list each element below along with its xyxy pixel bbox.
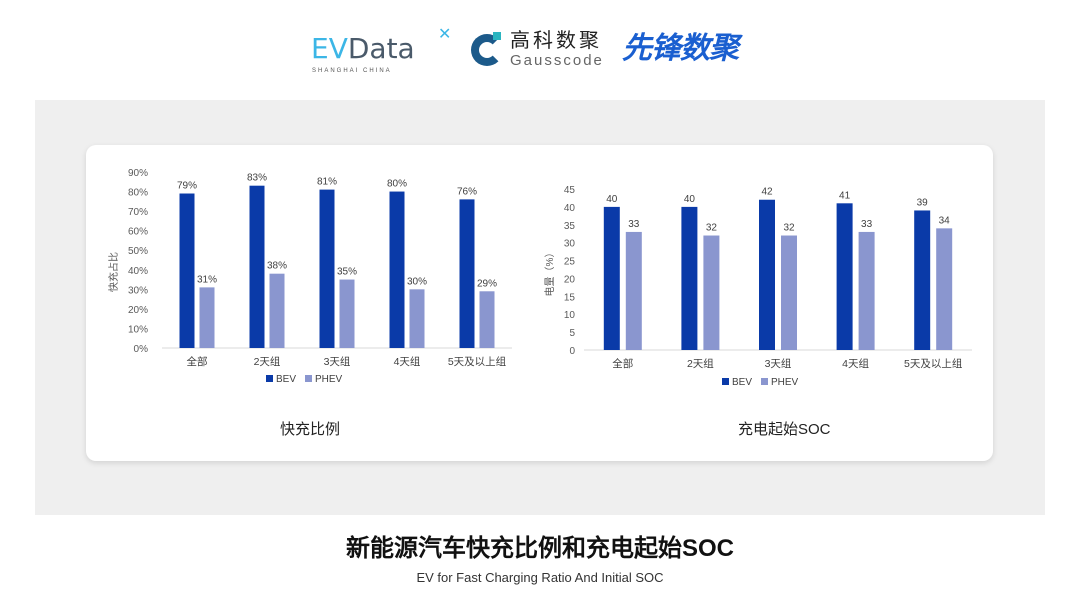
evdata-logo-sub: SHANGHAI CHINA: [312, 68, 392, 74]
page-subtitle: EV for Fast Charging Ratio And Initial S…: [416, 570, 664, 585]
data-label: 33: [628, 219, 640, 230]
bar-phev: [339, 279, 355, 348]
y-tick-label: 0%: [134, 344, 149, 355]
y-tick-label: 60%: [128, 227, 148, 238]
x-tick-label: 2天组: [687, 357, 714, 370]
xianfeng-logo: 先锋数聚: [622, 32, 739, 65]
gausscode-logo-square-icon: [493, 32, 501, 40]
y-tick-label: 10%: [128, 324, 148, 335]
data-label: 32: [783, 223, 795, 234]
chart-title-fast-charge: 快充比例: [280, 421, 341, 438]
x-tick-label: 3天组: [324, 355, 351, 368]
legend-swatch-phev: [305, 375, 312, 382]
bar-phev: [858, 231, 875, 350]
bar-phev: [409, 289, 425, 348]
bar-phev: [479, 291, 495, 348]
bar-phev: [199, 287, 215, 348]
x-tick-label: 全部: [612, 357, 633, 370]
data-label: 41: [839, 190, 851, 201]
evdata-logo: EVData: [311, 34, 415, 64]
data-label: 34: [939, 215, 951, 226]
x-tick-label: 4天组: [394, 355, 421, 368]
legend-swatch-bev: [722, 378, 729, 385]
bar-bev: [179, 193, 195, 348]
y-tick-label: 20: [564, 274, 576, 285]
legend-label: PHEV: [315, 374, 343, 385]
bar-phev: [269, 273, 285, 348]
data-label: 35%: [337, 267, 357, 278]
data-label: 80%: [387, 179, 407, 190]
data-label: 38%: [267, 261, 287, 272]
bar-phev: [625, 231, 642, 350]
bar-bev: [914, 210, 931, 350]
x-tick-label: 5天及以上组: [448, 355, 507, 368]
y-tick-label: 20%: [128, 305, 148, 316]
data-label: 81%: [317, 177, 337, 188]
y-tick-label: 35: [564, 221, 576, 232]
x-tick-label: 全部: [187, 355, 208, 368]
legend-label: PHEV: [771, 377, 799, 388]
bar-phev: [936, 228, 953, 350]
data-label: 40: [606, 194, 618, 205]
data-label: 31%: [197, 274, 217, 285]
y-tick-label: 30: [564, 239, 576, 250]
data-label: 76%: [457, 186, 477, 197]
x-tick-label: 4天组: [842, 357, 869, 370]
evdata-logo-ev: EV: [311, 32, 348, 65]
legend-label: BEV: [732, 377, 752, 388]
y-tick-label: 40%: [128, 266, 148, 277]
y-axis-label: 快充占比: [107, 252, 120, 292]
x-tick-label: 2天组: [254, 355, 281, 368]
y-tick-label: 50%: [128, 246, 148, 257]
bar-phev: [781, 235, 797, 350]
x-tick-label: 5天及以上组: [904, 357, 963, 370]
y-tick-label: 70%: [128, 207, 148, 218]
evdata-logo-data: Data: [347, 32, 415, 65]
data-label: 42: [761, 187, 773, 198]
y-tick-label: 45: [564, 185, 576, 196]
logo-bar: EVData ✕ SHANGHAI CHINA 高科数聚 Gausscode 先…: [0, 26, 1080, 76]
y-tick-label: 5: [569, 328, 575, 339]
bar-bev: [459, 199, 475, 348]
gausscode-logo-cn: 高科数聚: [510, 30, 602, 52]
bar-bev: [836, 203, 853, 350]
data-label: 79%: [177, 181, 197, 192]
y-tick-label: 30%: [128, 285, 148, 296]
bar-bev: [759, 199, 775, 350]
page-title: 新能源汽车快充比例和充电起始SOC: [345, 535, 734, 562]
data-label: 30%: [407, 276, 427, 287]
bar-phev: [703, 235, 720, 350]
y-tick-label: 90%: [128, 168, 148, 179]
legend-swatch-bev: [266, 375, 273, 382]
chart-title-soc: 充电起始SOC: [738, 421, 831, 438]
y-tick-label: 15: [564, 292, 576, 303]
data-label: 29%: [477, 278, 497, 289]
y-tick-label: 80%: [128, 188, 148, 199]
bar-bev: [389, 191, 405, 348]
bar-bev: [681, 206, 698, 350]
data-label: 32: [706, 223, 718, 234]
y-tick-label: 0: [569, 346, 575, 357]
y-tick-label: 10: [564, 310, 576, 321]
y-tick-label: 40: [564, 203, 576, 214]
data-label: 33: [861, 219, 873, 230]
bar-bev: [603, 206, 620, 350]
x-tick-label: 3天组: [765, 357, 792, 370]
gausscode-logo-en: Gausscode: [510, 52, 604, 69]
legend-label: BEV: [276, 374, 296, 385]
legend-swatch-phev: [761, 378, 768, 385]
y-axis-label: 电量（%）: [543, 248, 556, 297]
y-tick-label: 25: [564, 257, 576, 268]
data-label: 40: [684, 194, 696, 205]
gausscode-logo-icon: [471, 34, 503, 66]
data-label: 83%: [247, 173, 267, 184]
bar-bev: [249, 185, 265, 348]
bar-bev: [319, 189, 335, 348]
data-label: 39: [917, 197, 929, 208]
evdata-x-mark-icon: ✕: [438, 26, 452, 43]
